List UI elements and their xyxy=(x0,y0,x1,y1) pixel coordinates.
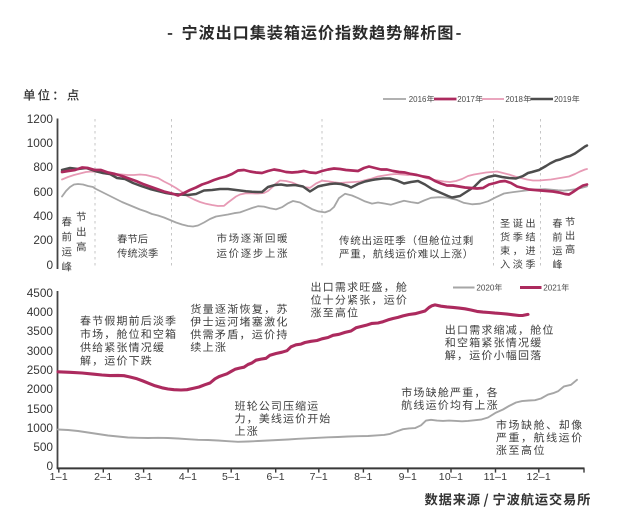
svg-text:2019: 2019 xyxy=(554,95,572,104)
svg-text:2021: 2021 xyxy=(543,284,562,293)
svg-text:2016: 2016 xyxy=(409,95,427,104)
svg-text:2017: 2017 xyxy=(457,95,475,104)
svg-text:2018: 2018 xyxy=(505,95,523,104)
svg-text:2020: 2020 xyxy=(476,284,495,293)
